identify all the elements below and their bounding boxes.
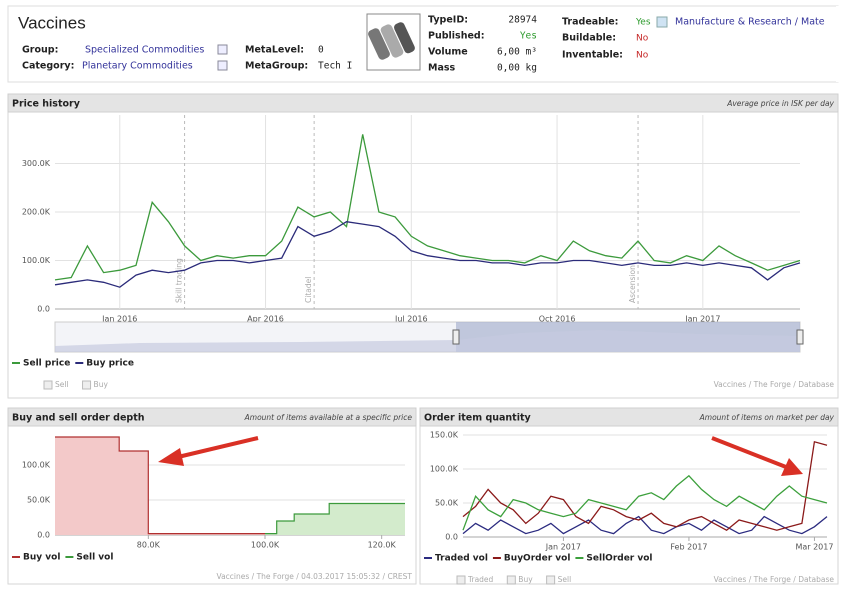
- y-tick-label: 50.0K: [435, 499, 459, 508]
- y-tick-label: 100.0K: [22, 256, 51, 265]
- annotation-label: Skill trading: [175, 258, 184, 303]
- x-tick-label: Mar 2017: [795, 543, 833, 552]
- metalevel-value: 0: [318, 45, 324, 56]
- inventable-value: No: [636, 51, 649, 61]
- annotation-label: Citadel: [304, 277, 313, 303]
- legend-label[interactable]: Buy price: [86, 359, 134, 369]
- toggle-label[interactable]: Buy: [518, 575, 533, 584]
- buildable-label: Buildable:: [562, 33, 616, 44]
- panel-subtitle: Amount of items available at a specific …: [244, 413, 413, 422]
- legend-label[interactable]: Sell price: [23, 359, 70, 369]
- annotation-label: Ascension: [628, 265, 637, 303]
- panel-title-bar: [8, 94, 838, 112]
- x-tick-label: 120.0K: [368, 541, 397, 550]
- mass-label: Mass: [428, 63, 456, 74]
- volume-label: Volume: [428, 47, 468, 58]
- navigator: [55, 322, 803, 352]
- typeid-label: TypeID:: [428, 15, 468, 26]
- x-tick-label: Jan 2017: [545, 543, 581, 552]
- manufacture-link[interactable]: Manufacture & Research / Mate: [675, 17, 825, 28]
- panel-title: Buy and sell order depth: [12, 413, 145, 424]
- y-tick-label: 100.0K: [22, 461, 51, 470]
- legend-label[interactable]: Traded vol: [435, 554, 488, 564]
- page: Vaccines Group: Specialized Commodities …: [0, 0, 841, 590]
- category-link[interactable]: Planetary Commodities: [82, 61, 193, 72]
- tradeable-label: Tradeable:: [562, 17, 619, 28]
- group-link[interactable]: Specialized Commodities: [85, 45, 204, 56]
- tradeable-value: Yes: [635, 18, 651, 28]
- item-title: Vaccines: [18, 13, 86, 32]
- toggle-label[interactable]: Sell: [55, 380, 69, 389]
- buildable-value: No: [636, 34, 649, 44]
- volume-value: 6,00 m³: [497, 47, 537, 58]
- toggle-checkbox[interactable]: [507, 576, 515, 584]
- group-label: Group:: [22, 45, 58, 56]
- metalevel-label: MetaLevel:: [245, 45, 304, 56]
- metagroup-value: Tech I: [318, 61, 352, 72]
- published-value: Yes: [520, 31, 537, 42]
- legend-label[interactable]: Sell vol: [76, 553, 113, 563]
- toggle-checkbox[interactable]: [83, 381, 91, 389]
- panel-subtitle: Average price in ISK per day: [726, 99, 834, 108]
- published-label: Published:: [428, 31, 485, 42]
- toggle-label[interactable]: Sell: [558, 575, 572, 584]
- group-icon[interactable]: [218, 45, 227, 54]
- panel-title: Price history: [12, 99, 81, 110]
- panel-footer: Vaccines / The Forge / Database: [714, 380, 835, 389]
- toggle-label[interactable]: Traded: [467, 575, 494, 584]
- x-tick-label: 80.0K: [137, 541, 161, 550]
- toggle-label[interactable]: Buy: [94, 380, 109, 389]
- toggle-checkbox[interactable]: [44, 381, 52, 389]
- toggle-checkbox[interactable]: [457, 576, 465, 584]
- y-tick-label: 200.0K: [22, 208, 51, 217]
- panel-title: Order item quantity: [424, 413, 532, 424]
- clip-edge: [836, 6, 841, 82]
- x-tick-label: 100.0K: [251, 541, 280, 550]
- y-tick-label: 0.0: [445, 533, 458, 542]
- legend-label[interactable]: Buy vol: [23, 553, 60, 563]
- category-icon[interactable]: [218, 61, 227, 70]
- panel-subtitle: Amount of items on market per day: [699, 413, 835, 422]
- legend-label[interactable]: BuyOrder vol: [504, 554, 570, 564]
- category-label: Category:: [22, 61, 74, 72]
- x-tick-label: Feb 2017: [670, 543, 707, 552]
- y-tick-label: 150.0K: [430, 431, 459, 440]
- metagroup-label: MetaGroup:: [245, 61, 308, 72]
- panel-footer: Vaccines / The Forge / Database: [714, 575, 835, 584]
- inventable-label: Inventable:: [562, 50, 623, 61]
- panel-footer: Vaccines / The Forge / 04.03.2017 15:05:…: [217, 572, 413, 581]
- y-tick-label: 0.0: [37, 531, 50, 540]
- typeid-value: 28974: [508, 15, 537, 26]
- mass-value: 0,00 kg: [497, 63, 537, 74]
- item-icon: [367, 14, 420, 70]
- y-tick-label: 0.0: [37, 305, 50, 314]
- y-tick-label: 100.0K: [430, 465, 459, 474]
- y-tick-label: 50.0K: [27, 496, 51, 505]
- y-tick-label: 300.0K: [22, 159, 51, 168]
- manufacture-icon[interactable]: [657, 17, 667, 27]
- legend-label[interactable]: SellOrder vol: [586, 554, 652, 564]
- toggle-checkbox[interactable]: [547, 576, 555, 584]
